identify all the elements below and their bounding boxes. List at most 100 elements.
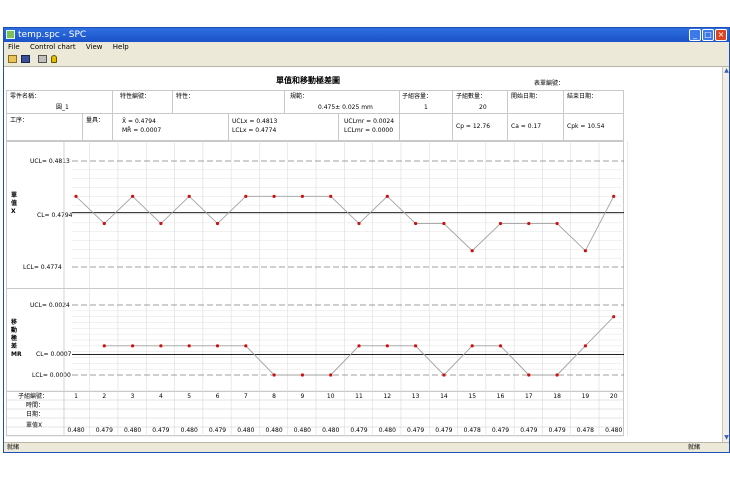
print-icon[interactable]	[38, 55, 47, 63]
value-label: 0.479	[520, 427, 537, 434]
title-bar[interactable]: temp.spc - SPC _ □ ×	[4, 28, 729, 42]
mr-data-point	[414, 344, 418, 348]
end-date-label: 結束日期：	[567, 93, 598, 100]
chart-number-label: 表單編號：	[534, 80, 565, 87]
gauge-label: 量具：	[86, 117, 105, 124]
scroll-down-icon[interactable]: ▼	[724, 434, 729, 441]
value-label: 0.479	[407, 427, 424, 434]
part-name-value: 圓_1	[56, 104, 69, 111]
mr-data-point	[583, 344, 588, 348]
value-label: 0.480	[237, 427, 254, 434]
x-data-point	[102, 221, 106, 226]
start-date-label: 開始日期：	[511, 93, 542, 100]
mr-data-point	[612, 315, 616, 319]
value-label: 0.479	[435, 427, 452, 434]
minimize-button[interactable]: _	[689, 29, 701, 41]
x-cl-label: CL= 0.4794	[37, 212, 73, 219]
value-label: 0.480	[266, 427, 283, 434]
header-col-line	[172, 90, 173, 113]
menu-file[interactable]: File	[8, 43, 20, 51]
vertical-scrollbar[interactable]: ▲ ▼	[722, 67, 729, 442]
open-icon[interactable]	[8, 55, 17, 63]
value-label: 0.480	[124, 427, 141, 434]
value-label: 0.478	[577, 427, 594, 434]
value-label: 0.480	[379, 427, 396, 434]
mr-data-point	[159, 344, 163, 348]
value-label: 0.480	[294, 427, 311, 434]
menu-bar: File Control chart View Help	[4, 42, 729, 53]
value-label: 0.479	[350, 427, 367, 434]
subgroup-number: 5	[187, 393, 191, 400]
header-col-line	[507, 90, 508, 141]
x-data-point	[244, 194, 248, 198]
value-label: 0.479	[96, 427, 113, 434]
x-data-point	[74, 194, 78, 198]
value-label: 0.478	[464, 427, 481, 434]
x-data-point	[272, 194, 276, 198]
header-col-line	[399, 90, 400, 141]
mr-cl-label: CL= 0.0007	[36, 351, 72, 358]
x-data-point	[131, 194, 135, 198]
subgroup-number: 18	[553, 393, 561, 400]
row-value-label: 單值X	[26, 422, 43, 429]
lclmr-value: LCLmr = 0.0000	[344, 127, 394, 134]
mr-data-point	[131, 344, 135, 348]
scroll-up-icon[interactable]: ▲	[724, 67, 729, 74]
x-data-point	[555, 221, 559, 226]
menu-control-chart[interactable]: Control chart	[29, 43, 76, 51]
uclmr-value: UCLmr = 0.0024	[344, 118, 395, 125]
ca-value: Ca = 0.17	[511, 123, 542, 130]
subgroup-number: 1	[74, 393, 78, 400]
char-no-label: 特性編號：	[120, 93, 151, 100]
save-icon[interactable]	[21, 55, 30, 63]
spc-window: temp.spc - SPC _ □ × File Control chart …	[3, 27, 730, 453]
mrbar-value: MR̄ = 0.0007	[122, 127, 162, 134]
char-label: 特性：	[176, 93, 195, 100]
row-time-label: 時間：	[26, 402, 45, 409]
x-data-point	[357, 221, 361, 226]
header-col-line	[563, 90, 564, 141]
x-data-point	[187, 194, 191, 198]
x-data-point	[329, 194, 333, 198]
header-table	[6, 90, 624, 141]
subgroup-count-value: 20	[479, 104, 487, 111]
subgroup-number: 11	[355, 393, 363, 400]
menu-help[interactable]: Help	[112, 43, 129, 51]
x-ucl-label: UCL= 0.4813	[30, 158, 70, 165]
mr-data-point	[272, 373, 276, 377]
x-data-point	[159, 221, 163, 226]
mr-data-point	[555, 373, 559, 377]
help-icon[interactable]	[51, 55, 57, 63]
mr-data-point	[102, 344, 106, 348]
subgroup-number: 19	[582, 393, 590, 400]
mr-lcl-label: LCL= 0.0000	[32, 372, 71, 379]
status-left: 就緒	[7, 444, 20, 451]
value-label: 0.480	[322, 427, 339, 434]
mr-data-point	[498, 344, 503, 348]
mr-data-point	[527, 373, 531, 377]
status-bar: 就緒 就緒	[4, 442, 729, 452]
x-data-point	[612, 194, 616, 198]
mr-data-point	[215, 344, 220, 348]
value-label: 0.480	[181, 427, 198, 434]
lclx-value: LCLx = 0.4774	[232, 127, 277, 134]
close-button[interactable]: ×	[715, 29, 727, 41]
subgroup-number: 6	[216, 393, 220, 400]
report-title: 單值和移動極差圖	[276, 76, 340, 85]
menu-view[interactable]: View	[85, 43, 103, 51]
header-col-line	[284, 90, 285, 113]
mr-data-point	[244, 344, 248, 348]
spec-label: 規範：	[290, 93, 309, 100]
value-label: 0.480	[67, 427, 84, 434]
x-data-point	[527, 221, 531, 226]
app-icon	[6, 30, 15, 39]
value-label: 0.479	[152, 427, 169, 434]
status-right: 就緒	[688, 444, 701, 451]
row-date-label: 日期：	[26, 411, 45, 418]
mr-data-point	[329, 373, 333, 377]
x-data-point	[215, 221, 220, 226]
x-data-point	[470, 249, 474, 253]
maximize-button[interactable]: □	[702, 29, 714, 41]
value-label: 0.479	[549, 427, 566, 434]
mr-data-point	[187, 344, 191, 348]
